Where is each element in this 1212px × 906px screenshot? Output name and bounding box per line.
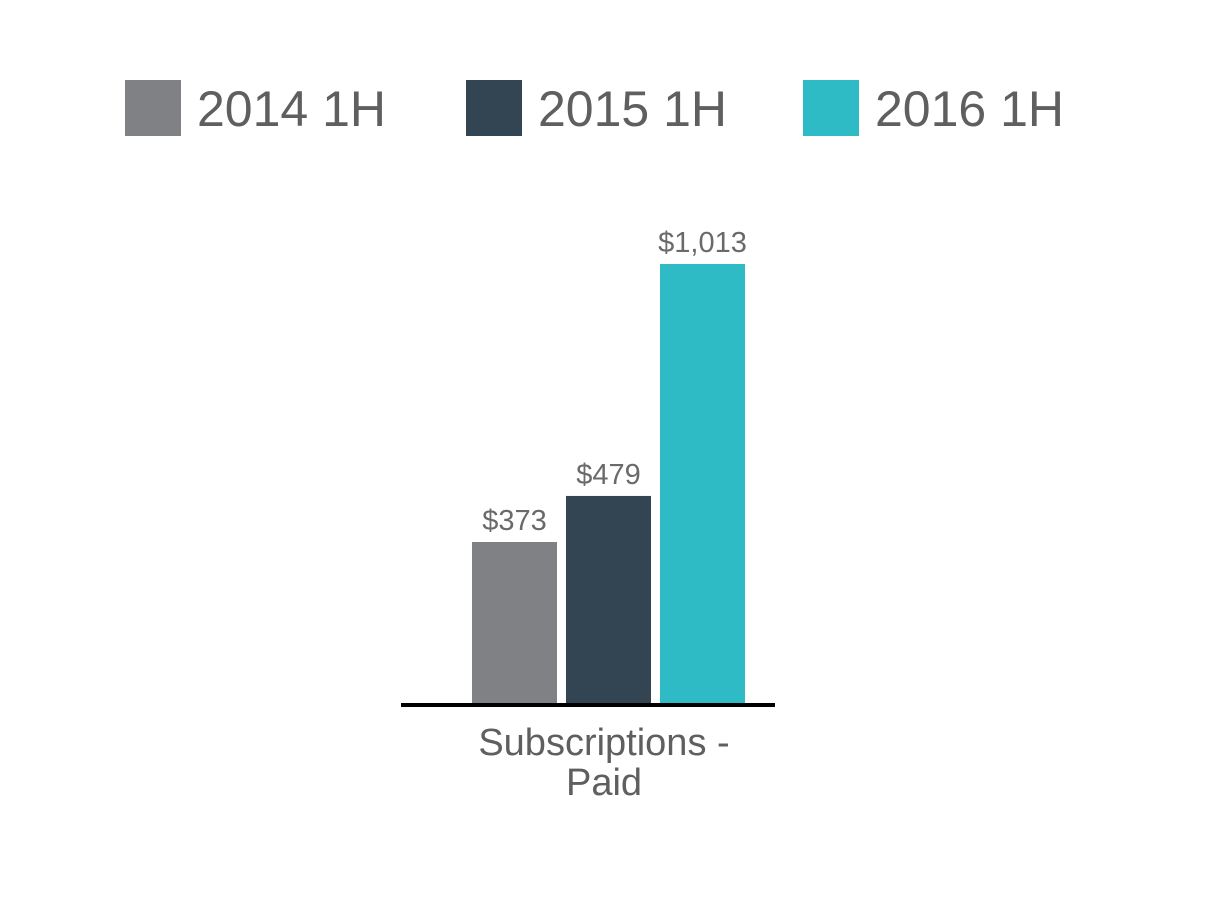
bar <box>566 495 651 704</box>
bar <box>660 264 745 704</box>
value-label-group: $373 $479 $1,013 <box>482 227 747 537</box>
legend-item: 2014 1H <box>125 80 386 137</box>
category-label-group: Subscriptions -Paid <box>478 722 729 804</box>
category-label: Paid <box>566 762 642 804</box>
legend-item: 2016 1H <box>803 80 1064 137</box>
legend-swatch <box>125 80 181 136</box>
legend-swatch <box>803 80 859 136</box>
bar-group <box>472 264 745 704</box>
bar-value-label: $373 <box>482 505 547 537</box>
chart-legend: 2014 1H 2015 1H 2016 1H <box>125 80 1064 137</box>
bar-value-label: $479 <box>576 459 641 491</box>
legend-label: 2016 1H <box>875 81 1064 137</box>
legend-label: 2014 1H <box>197 81 386 137</box>
legend-item: 2015 1H <box>466 80 727 137</box>
legend-label: 2015 1H <box>538 81 727 137</box>
bar-value-label: $1,013 <box>658 227 747 259</box>
legend-swatch <box>466 80 522 136</box>
category-label: Subscriptions - <box>478 722 729 764</box>
bar <box>472 541 557 704</box>
